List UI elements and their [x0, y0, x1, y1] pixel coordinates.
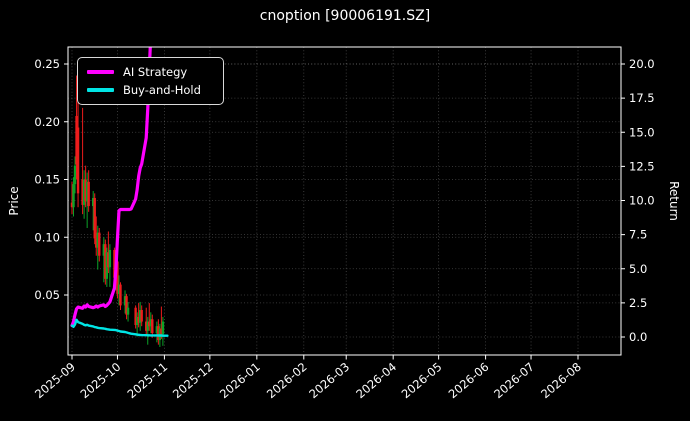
candle-body	[84, 179, 87, 202]
candle-body	[126, 307, 130, 315]
candle-body	[138, 310, 142, 323]
candle-body	[73, 165, 77, 185]
date-tick-label: 2026-04	[353, 360, 399, 402]
candle-body	[104, 244, 107, 279]
buy-and-hold-line-sample	[87, 88, 114, 92]
buy-and-hold-line	[70, 318, 169, 337]
candle-body	[107, 252, 110, 268]
date-tick-label: 2026-07	[491, 360, 537, 402]
candle-body	[137, 316, 140, 323]
price-tick-label: 0.20	[34, 115, 60, 129]
candle-body	[155, 326, 159, 334]
candle-body	[85, 181, 89, 202]
candle-body	[119, 284, 122, 306]
candle-body	[134, 307, 137, 326]
candle-body	[160, 328, 163, 335]
tick-marks	[64, 63, 625, 360]
price-tick-label: 0.10	[34, 230, 60, 244]
candle-body	[135, 316, 139, 326]
candle-body	[125, 296, 128, 315]
candle-body	[123, 296, 127, 306]
candle-body	[113, 249, 116, 278]
date-tick-label: 2025-09	[32, 360, 78, 402]
candle-body	[140, 310, 143, 322]
candle-body	[70, 202, 74, 208]
date-tick-label: 2026-02	[264, 360, 310, 402]
return-tick-label: 12.5	[629, 159, 655, 173]
legend-label: AI Strategy	[123, 65, 188, 79]
price-tick-label: 0.05	[34, 288, 60, 302]
candle-body	[145, 321, 148, 331]
candle-body	[98, 232, 101, 256]
legend-item-buy-and-hold: Buy-and-Hold	[87, 83, 215, 97]
price-axis-label: Price	[7, 186, 21, 216]
candle-body	[81, 179, 84, 205]
date-tick-label: 2025-12	[170, 360, 216, 402]
candle-body	[151, 319, 154, 334]
candle-body	[76, 127, 80, 194]
tick-labels: 0.05 0.10 0.15 0.20 0.25 0.0 2.5 5.0 7.5 10.0 12.5…	[32, 57, 654, 401]
return-tick-label: 15.0	[629, 125, 655, 139]
candle-body	[105, 252, 109, 279]
return-tick-label: 0.0	[629, 330, 647, 344]
date-tick-label: 2026-03	[306, 360, 352, 402]
candle-body	[148, 321, 151, 327]
candle-body	[102, 244, 106, 256]
date-tick-label: 2026-06	[446, 360, 492, 402]
candle-body	[157, 326, 160, 341]
candle-body	[108, 249, 112, 268]
candle-body	[161, 321, 165, 335]
return-tick-label: 10.0	[629, 194, 655, 208]
candle-body	[96, 232, 99, 248]
return-tick-label: 7.5	[629, 228, 647, 242]
date-tick-label: 2026-05	[399, 360, 445, 402]
legend-item-ai-strategy: AI Strategy	[87, 65, 215, 79]
legend-label: Buy-and-Hold	[123, 83, 201, 97]
return-tick-label: 2.5	[629, 296, 647, 310]
chart-title: cnoption [90006191.SZ]	[259, 8, 431, 24]
candle-body	[72, 184, 75, 208]
date-tick-label: 2025-11	[125, 360, 171, 402]
ai-strategy-line	[70, 47, 152, 328]
candle-body	[93, 197, 96, 239]
legend: AI Strategy Buy-and-Hold	[77, 57, 224, 105]
price-tick-label: 0.15	[34, 173, 60, 187]
candle-body	[92, 197, 95, 207]
return-tick-label: 17.5	[629, 91, 655, 105]
date-tick-label: 2026-01	[217, 360, 263, 402]
candle-body	[116, 261, 119, 294]
candle-body	[146, 321, 149, 331]
candle-body	[117, 284, 121, 294]
ai-strategy-line-sample	[87, 70, 114, 74]
candle-body	[95, 238, 98, 248]
date-tick-label: 2025-10	[78, 360, 124, 402]
return-tick-label: 5.0	[629, 262, 647, 276]
candle-body	[149, 319, 152, 327]
candle-body	[75, 115, 78, 165]
return-axis-label: Return	[667, 181, 681, 221]
candle-body	[87, 181, 90, 207]
price-tick-label: 0.25	[34, 57, 60, 71]
return-tick-label: 20.0	[629, 57, 655, 71]
date-tick-label: 2026-08	[538, 360, 584, 402]
candle-body	[82, 179, 86, 205]
